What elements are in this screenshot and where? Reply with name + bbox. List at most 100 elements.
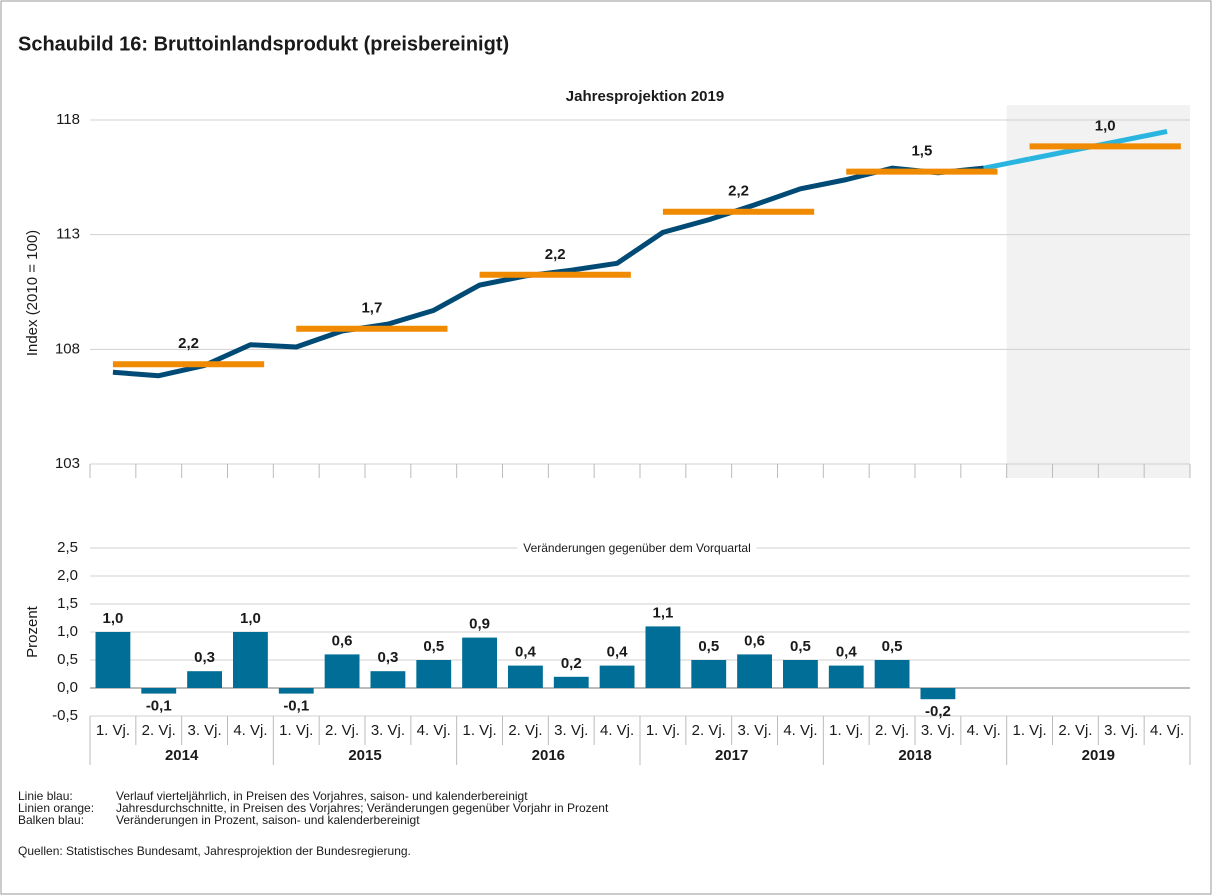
x-tick-label: 2. Vj. <box>692 722 726 739</box>
y-tick-label: 108 <box>55 340 80 357</box>
x-tick-label: 1. Vj. <box>462 722 496 739</box>
y-axis-label: Index (2010 = 100) <box>24 230 41 356</box>
bar <box>416 660 452 688</box>
bar-label: -0,2 <box>925 703 951 720</box>
x-tick-label: 3. Vj. <box>1104 722 1138 739</box>
bar-label: -0,1 <box>146 698 172 715</box>
bar <box>874 660 910 688</box>
note-text: Verlauf vierteljährlich, in Preisen des … <box>116 789 528 803</box>
y-tick-label: 2,5 <box>57 539 78 556</box>
source: Quellen: Statistisches Bundesamt, Jahres… <box>18 844 411 858</box>
bar-label: 0,5 <box>882 638 903 655</box>
x-tick-label: 4. Vj. <box>417 722 451 739</box>
y-tick-label: 113 <box>56 226 80 243</box>
y-axis-label: Prozent <box>24 605 41 658</box>
x-tick-label: 1. Vj. <box>1012 722 1046 739</box>
year-label: 2018 <box>898 747 931 764</box>
y-tick-label: 103 <box>55 455 80 472</box>
annotation-bg <box>517 539 757 558</box>
bar-label: 0,3 <box>194 649 215 666</box>
bar-label: 0,4 <box>607 644 629 661</box>
bar <box>141 688 177 694</box>
annual-label: 2,2 <box>728 183 749 200</box>
y-tick-label: 2,0 <box>57 567 78 584</box>
bar-label: 0,5 <box>423 638 444 655</box>
x-tick-label: 3. Vj. <box>371 722 405 739</box>
line-connector <box>983 156 1031 171</box>
bar <box>737 654 772 688</box>
bar-label: 0,6 <box>332 632 353 649</box>
x-tick-label: 1. Vj. <box>279 722 313 739</box>
bar <box>691 660 727 688</box>
note-label: Balken blau: <box>18 813 84 827</box>
x-tick-label: 2. Vj. <box>325 722 359 739</box>
x-tick-label: 1. Vj. <box>96 722 130 739</box>
bar-label: 0,4 <box>515 644 537 661</box>
annual-label: 2,2 <box>178 335 199 352</box>
x-tick-label: 2. Vj. <box>875 722 909 739</box>
bar-label: 0,2 <box>561 655 582 672</box>
bar <box>553 676 589 688</box>
y-tick-label: 0,0 <box>57 679 78 696</box>
bar <box>370 671 406 688</box>
bar <box>278 688 314 694</box>
x-tick-label: 1. Vj. <box>829 722 863 739</box>
bar-label: 0,3 <box>377 649 398 666</box>
bar-label: 1,0 <box>240 610 261 627</box>
annotation: Veränderungen gegenüber dem Vorquartal <box>523 541 751 555</box>
bar-label: 0,5 <box>790 638 811 655</box>
x-tick-label: 2. Vj. <box>1058 722 1092 739</box>
x-tick-label: 2. Vj. <box>508 722 542 739</box>
bar-label: 1,1 <box>652 604 673 621</box>
bar <box>508 665 543 688</box>
note-text: Jahresdurchschnitte, in Preisen des Vorj… <box>116 801 609 815</box>
x-tick-label: 1. Vj. <box>646 722 680 739</box>
x-tick-label: 4. Vj. <box>1150 722 1184 739</box>
x-tick-label: 3. Vj. <box>737 722 771 739</box>
bar <box>324 654 360 688</box>
year-label: 2015 <box>348 747 381 764</box>
bar-label: 0,9 <box>469 616 490 633</box>
x-tick-label: 4. Vj. <box>600 722 634 739</box>
bar-label: 1,0 <box>102 610 123 627</box>
year-label: 2019 <box>1082 747 1115 764</box>
bar <box>783 660 818 688</box>
subtitle: Jahresprojektion 2019 <box>566 88 724 105</box>
bar <box>233 632 268 688</box>
title: Schaubild 16: Bruttoinlandsprodukt (prei… <box>18 33 509 55</box>
x-tick-label: 2. Vj. <box>142 722 176 739</box>
bar <box>95 632 131 688</box>
x-tick-label: 4. Vj. <box>967 722 1001 739</box>
y-tick-label: 0,5 <box>57 651 78 668</box>
bar-label: 0,5 <box>698 638 719 655</box>
year-label: 2014 <box>165 747 199 764</box>
x-tick-label: 3. Vj. <box>554 722 588 739</box>
bar <box>920 688 956 700</box>
bar <box>828 665 864 688</box>
projection-shade <box>1006 105 1190 478</box>
annual-label: 1,7 <box>361 300 382 317</box>
year-label: 2016 <box>532 747 565 764</box>
x-tick-label: 3. Vj. <box>921 722 955 739</box>
bar <box>462 637 497 688</box>
y-tick-label: 118 <box>56 111 80 128</box>
note-text: Veränderungen in Prozent, saison- und ka… <box>116 813 420 827</box>
note-label: Linie blau: <box>18 789 73 803</box>
x-tick-label: 4. Vj. <box>783 722 817 739</box>
bar-label: -0,1 <box>283 698 309 715</box>
annual-label: 1,0 <box>1095 117 1116 134</box>
bar <box>187 671 222 688</box>
bar-label: 0,4 <box>836 644 858 661</box>
x-tick-label: 3. Vj. <box>187 722 221 739</box>
note-label: Linien orange: <box>18 801 94 815</box>
bar <box>599 665 635 688</box>
y-tick-label: 1,0 <box>57 623 78 640</box>
y-tick-label: -0,5 <box>52 707 78 724</box>
bar-label: 0,6 <box>744 632 765 649</box>
annual-label: 1,5 <box>911 143 932 160</box>
annual-label: 2,2 <box>545 246 566 263</box>
x-tick-label: 4. Vj. <box>233 722 267 739</box>
year-label: 2017 <box>715 747 748 764</box>
y-tick-label: 1,5 <box>57 595 78 612</box>
